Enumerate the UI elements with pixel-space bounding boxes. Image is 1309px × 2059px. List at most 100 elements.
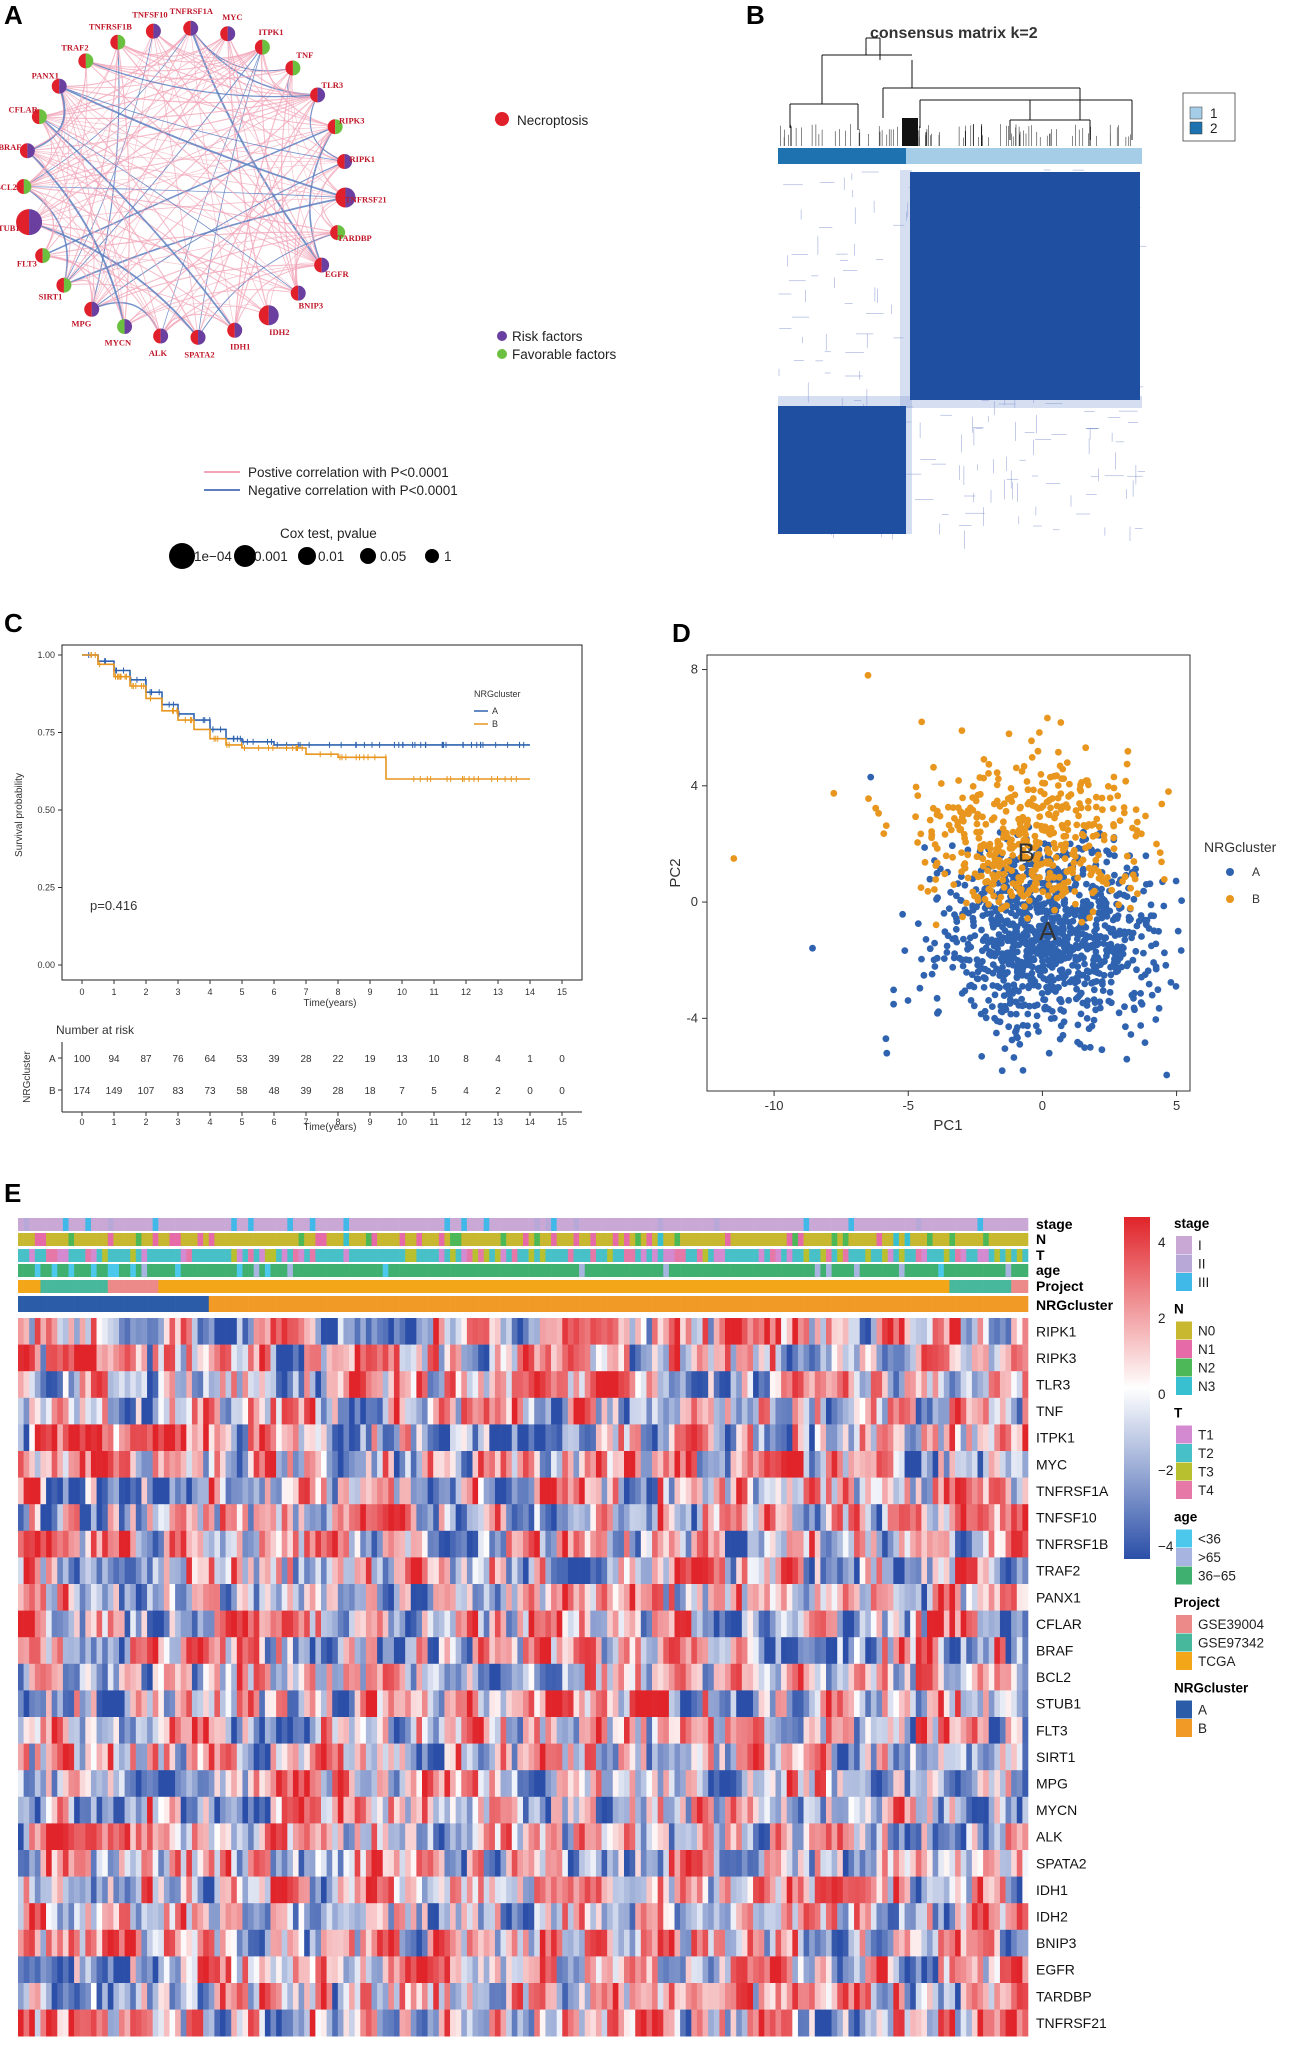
annotation-cell-NRGcluster xyxy=(74,1296,81,1312)
annotation-cell-N xyxy=(343,1233,350,1246)
heatmap-cell xyxy=(57,1371,64,1399)
annotation-cell-stage xyxy=(107,1218,114,1231)
annotation-cell-age xyxy=(769,1264,776,1277)
heatmap-cell xyxy=(343,1477,350,1505)
pca-point-B xyxy=(1043,826,1051,834)
network-edge xyxy=(117,41,345,162)
annotation-cell-age xyxy=(382,1264,389,1277)
heatmap-cell xyxy=(130,1318,137,1345)
annotation-cell-N xyxy=(466,1233,473,1246)
annotation-cell-NRGcluster xyxy=(107,1296,114,1312)
annotation-cell-N xyxy=(472,1233,479,1246)
heatmap-cell xyxy=(646,1397,653,1425)
annotation-cell-age xyxy=(90,1264,97,1277)
heatmap-cell xyxy=(685,1397,692,1425)
heatmap-cell xyxy=(792,1451,799,1478)
heatmap-cell xyxy=(79,1344,86,1372)
survival-xtick-label: 15 xyxy=(557,987,567,997)
heatmap-cell xyxy=(130,1451,137,1478)
heatmap-cell xyxy=(781,1397,788,1425)
heatmap-cell xyxy=(259,1451,266,1478)
annotation-cell-stage xyxy=(725,1218,731,1231)
pca-point-A xyxy=(970,922,977,930)
network-edge xyxy=(42,60,88,256)
pca-point-A xyxy=(1004,917,1011,925)
heatmap-cell xyxy=(960,1371,967,1399)
annotation-cell-NRGcluster xyxy=(119,1296,125,1312)
heatmap-cell xyxy=(208,1424,215,1452)
risk-table-xtick-label: 10 xyxy=(397,1117,407,1127)
heatmap-cell xyxy=(859,1424,866,1452)
annotation-cell-stage xyxy=(74,1218,81,1231)
annotation-cell-Project xyxy=(809,1280,816,1293)
network-edge xyxy=(190,28,346,198)
heatmap-cell xyxy=(567,1344,574,1372)
annotation-cell-age xyxy=(708,1264,715,1277)
annotation-cell-Project xyxy=(315,1280,322,1293)
heatmap-cell xyxy=(971,1318,978,1345)
heatmap-cell xyxy=(326,1318,333,1345)
heatmap-cell xyxy=(842,1477,849,1505)
annotation-cell-Project xyxy=(135,1280,142,1293)
annotation-cell-Project xyxy=(854,1280,860,1293)
heatmap-cell xyxy=(483,1371,490,1399)
annotation-cell-T xyxy=(820,1249,827,1262)
pca-point-B xyxy=(983,877,991,885)
annotation-cell-N xyxy=(281,1233,288,1246)
heatmap-cell xyxy=(545,1344,552,1372)
heatmap-cell xyxy=(315,1318,322,1345)
heatmap-cell xyxy=(652,1318,658,1345)
pca-point-A xyxy=(1125,916,1133,924)
heatmap-cell xyxy=(62,1397,69,1425)
heatmap-cell xyxy=(259,1397,266,1425)
annotation-cell-T xyxy=(399,1249,406,1262)
annotation-cell-age xyxy=(910,1264,917,1277)
annotation-cell-stage xyxy=(119,1218,125,1231)
pca-point-B xyxy=(1007,785,1015,792)
pca-point-B xyxy=(1069,869,1076,877)
annotation-cell-age xyxy=(231,1264,238,1277)
heatmap-cell xyxy=(281,1318,288,1345)
heatmap-cell xyxy=(102,1344,109,1372)
pca-point-B xyxy=(994,837,1002,845)
heatmap-cell xyxy=(231,1344,238,1372)
annotation-cell-stage xyxy=(197,1218,204,1231)
heatmap-cell xyxy=(225,1451,232,1478)
heatmap-cell xyxy=(938,1397,945,1425)
heatmap-cell xyxy=(1011,1477,1018,1505)
consensus-legend-2: 2 xyxy=(1210,121,1218,136)
heatmap-cell xyxy=(848,1397,855,1425)
annotation-cell-NRGcluster xyxy=(567,1296,574,1312)
network-edge xyxy=(234,126,336,331)
pca-point-A xyxy=(999,958,1006,965)
heatmap-cell xyxy=(999,1318,1006,1345)
heatmap-cell xyxy=(438,1424,445,1452)
annotation-cell-stage xyxy=(113,1218,120,1231)
pca-xtick-label: -10 xyxy=(765,1098,784,1113)
heatmap-cell xyxy=(321,1318,327,1345)
network-node-label: MPG xyxy=(71,318,91,328)
heatmap-cell xyxy=(135,1477,142,1505)
network-node-half-left xyxy=(330,225,338,241)
annotation-cell-stage xyxy=(882,1218,889,1231)
network-legend: Necroptosis Risk factors Favorable facto… xyxy=(169,112,617,569)
annotation-cell-age xyxy=(747,1264,754,1277)
pca-point-A xyxy=(1109,925,1117,933)
pca-point-B xyxy=(961,860,969,867)
heatmap-cell xyxy=(236,1344,243,1372)
heatmap-cell xyxy=(680,1477,687,1505)
pca-point-B xyxy=(995,847,1003,855)
annotation-cell-age xyxy=(478,1264,485,1277)
annotation-cell-NRGcluster xyxy=(618,1296,625,1312)
pca-point-B xyxy=(918,718,926,726)
heatmap-cell xyxy=(854,1424,860,1452)
pca-point-B xyxy=(1060,833,1068,840)
heatmap-cell xyxy=(57,1504,64,1532)
pca-point-A xyxy=(998,968,1006,976)
heatmap-cell xyxy=(225,1318,232,1345)
annotation-cell-age xyxy=(489,1264,496,1277)
pca-point-A xyxy=(1052,985,1060,993)
pca-point-B xyxy=(1072,833,1079,841)
heatmap-cell xyxy=(270,1397,277,1425)
pca-point-A xyxy=(1059,919,1066,926)
